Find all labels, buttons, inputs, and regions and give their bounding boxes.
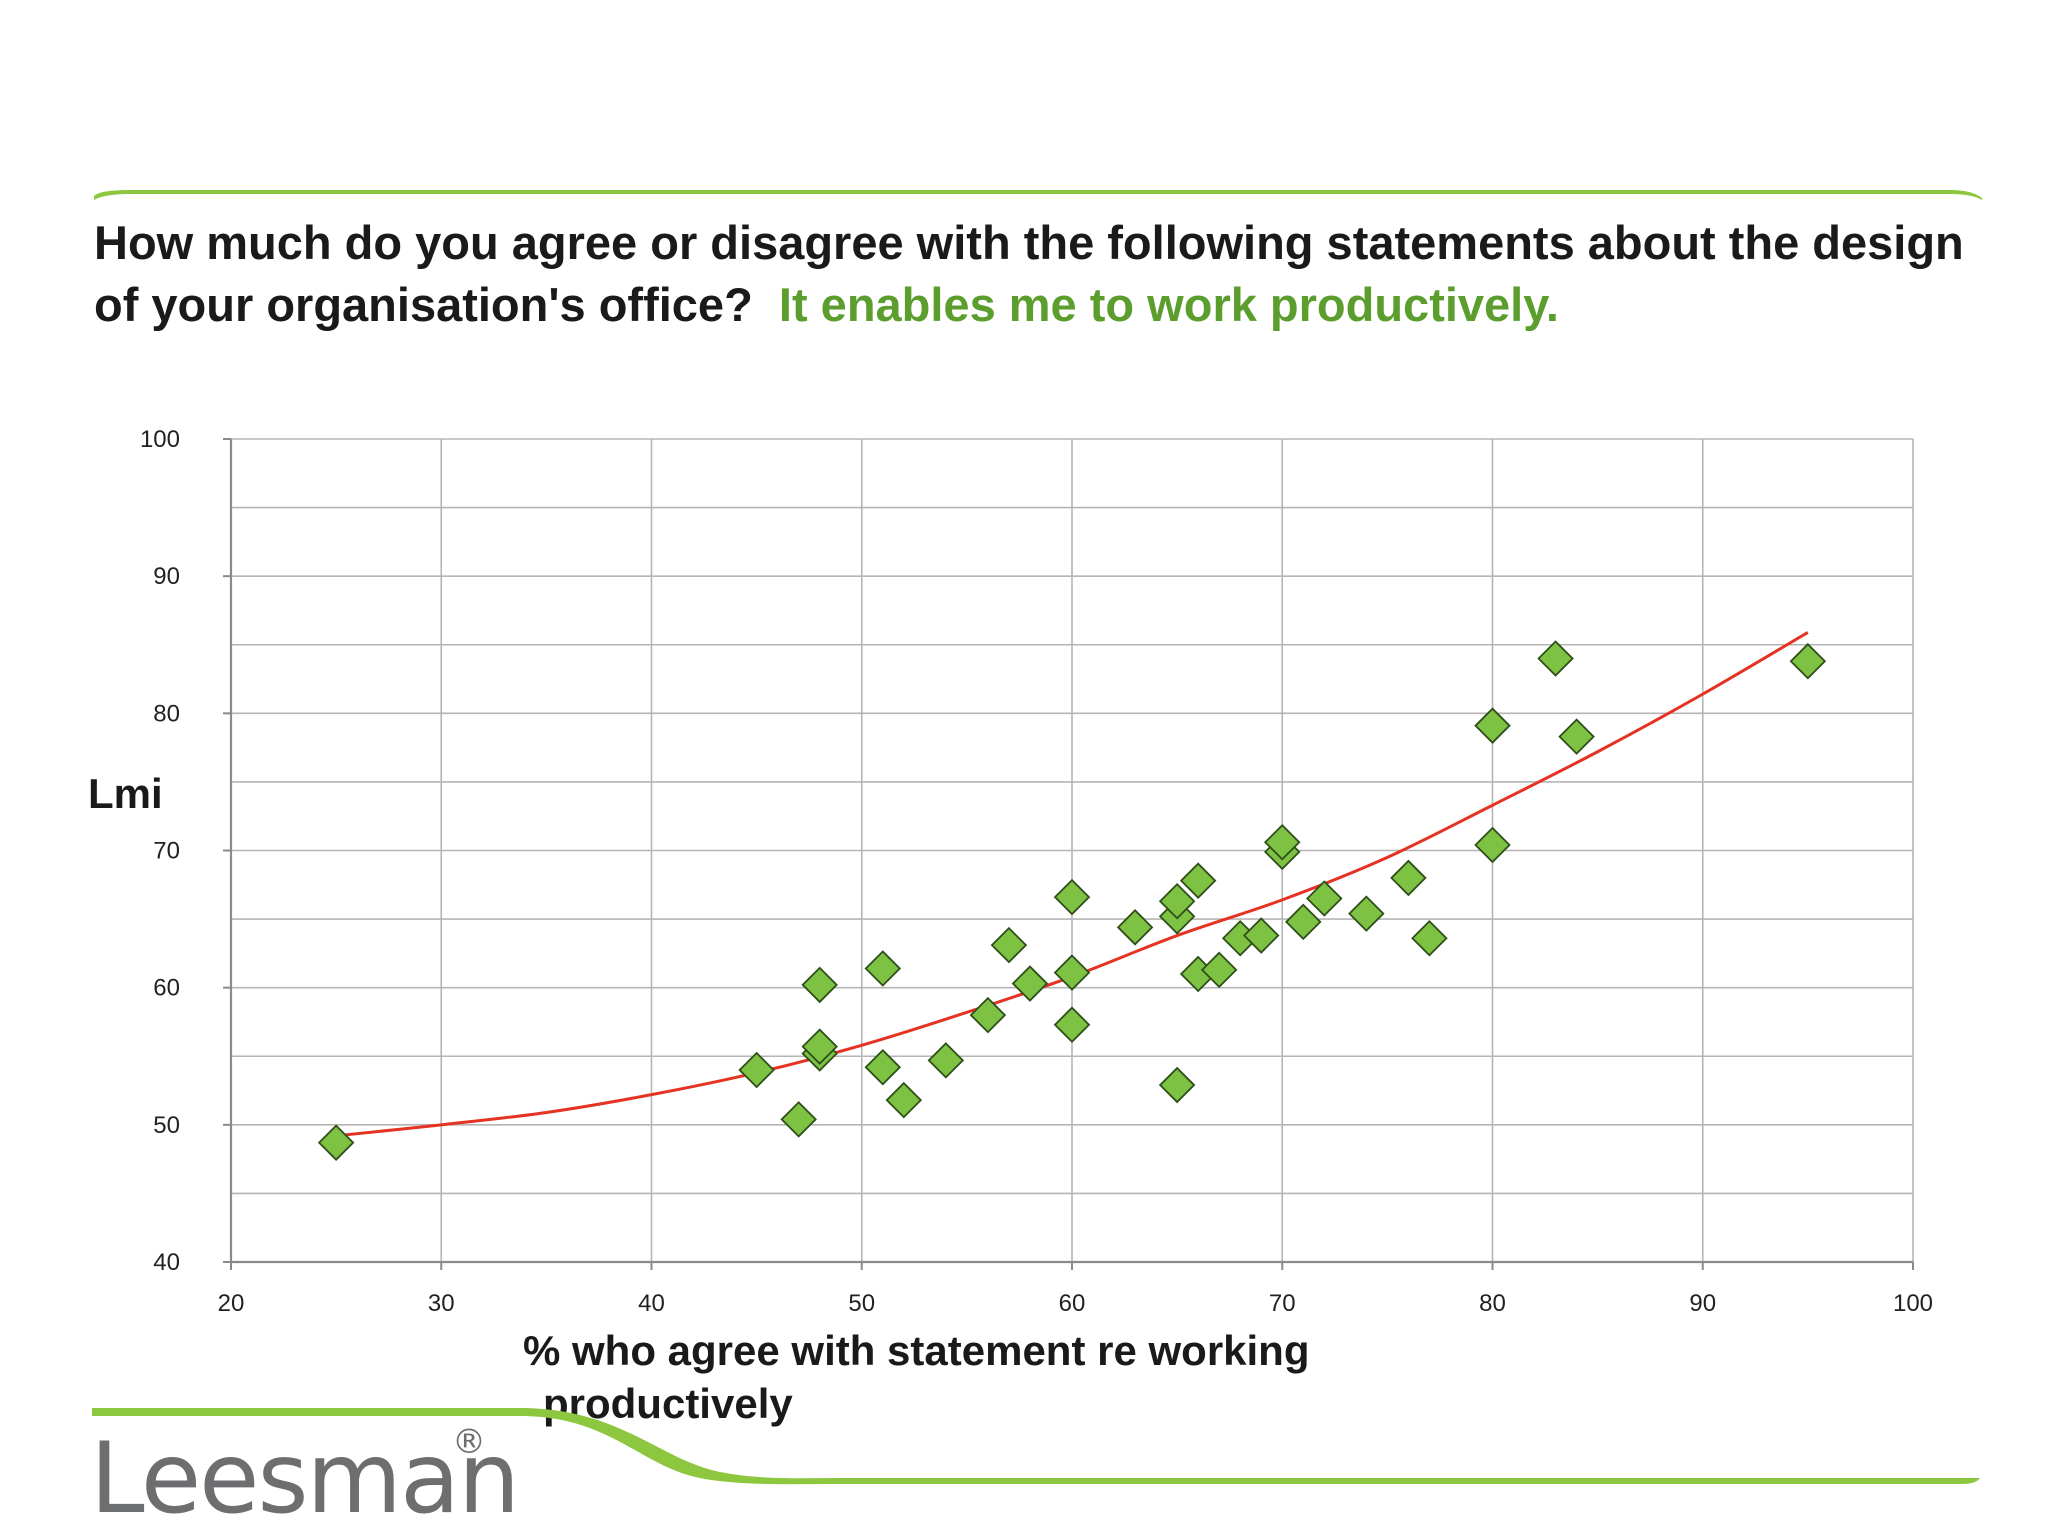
data-point: [780, 1101, 817, 1138]
registered-mark: ®: [452, 1422, 486, 1462]
y-tick-label: 40: [153, 1249, 180, 1276]
data-point: [927, 1042, 965, 1079]
x-tick-label: 20: [218, 1290, 245, 1317]
data-point: [1537, 640, 1574, 677]
x-tick-label: 40: [638, 1290, 665, 1317]
data-point: [1558, 718, 1595, 755]
data-point: [1200, 951, 1238, 989]
x-axis-label: % who agree with statement re working pro…: [523, 1327, 1310, 1427]
question-highlight: It enables me to work productively.: [778, 278, 1559, 331]
data-point: [1411, 920, 1448, 957]
point-layer: [317, 640, 1827, 1161]
data-point: [1116, 909, 1154, 946]
y-tick-label: 80: [153, 700, 180, 727]
data-point: [1789, 642, 1827, 680]
data-point: [1179, 862, 1217, 899]
y-tick-label: 100: [140, 426, 180, 453]
x-tick-label: 100: [1893, 1290, 1933, 1317]
data-point: [969, 996, 1007, 1034]
x-tick-label: 80: [1479, 1290, 1506, 1317]
data-point: [990, 926, 1028, 964]
data-point: [1474, 826, 1511, 864]
data-point: [801, 1028, 838, 1065]
question-heading: How much do you agree or disagree with t…: [94, 212, 1994, 336]
data-point: [885, 1081, 923, 1119]
x-tick-label: 60: [1059, 1290, 1086, 1317]
data-point: [1390, 859, 1427, 897]
question-text: How much do you agree or disagree with t…: [94, 216, 1964, 331]
x-tick-label: 70: [1269, 1290, 1296, 1317]
grid-layer: [231, 438, 1914, 1262]
data-point: [738, 1051, 775, 1089]
data-point: [1158, 1066, 1196, 1104]
x-tick-label: 50: [848, 1290, 875, 1317]
y-tick-label: 70: [153, 838, 180, 865]
x-tick-label: 90: [1689, 1290, 1716, 1317]
leesman-logo: Leesman: [90, 1422, 520, 1536]
y-tick-label: 60: [153, 975, 180, 1002]
data-point: [1053, 1006, 1091, 1043]
x-tick-label: 30: [428, 1290, 455, 1317]
y-tick-label: 50: [153, 1112, 180, 1139]
data-point: [1306, 880, 1343, 917]
data-point: [1053, 954, 1091, 991]
data-point: [864, 950, 902, 987]
data-point: [864, 1048, 902, 1086]
data-point: [317, 1124, 355, 1161]
data-point: [801, 966, 838, 1004]
data-point: [1263, 823, 1301, 861]
y-tick-label: 90: [153, 563, 180, 590]
data-point: [1285, 903, 1322, 941]
data-point: [1158, 882, 1196, 920]
data-point: [1242, 917, 1280, 954]
data-point: [1011, 965, 1049, 1002]
data-point: [1474, 707, 1511, 744]
data-point: [1053, 878, 1091, 916]
axis-layer: [223, 438, 1914, 1270]
y-axis-label: Lmi: [88, 770, 163, 817]
data-point: [1348, 895, 1385, 932]
